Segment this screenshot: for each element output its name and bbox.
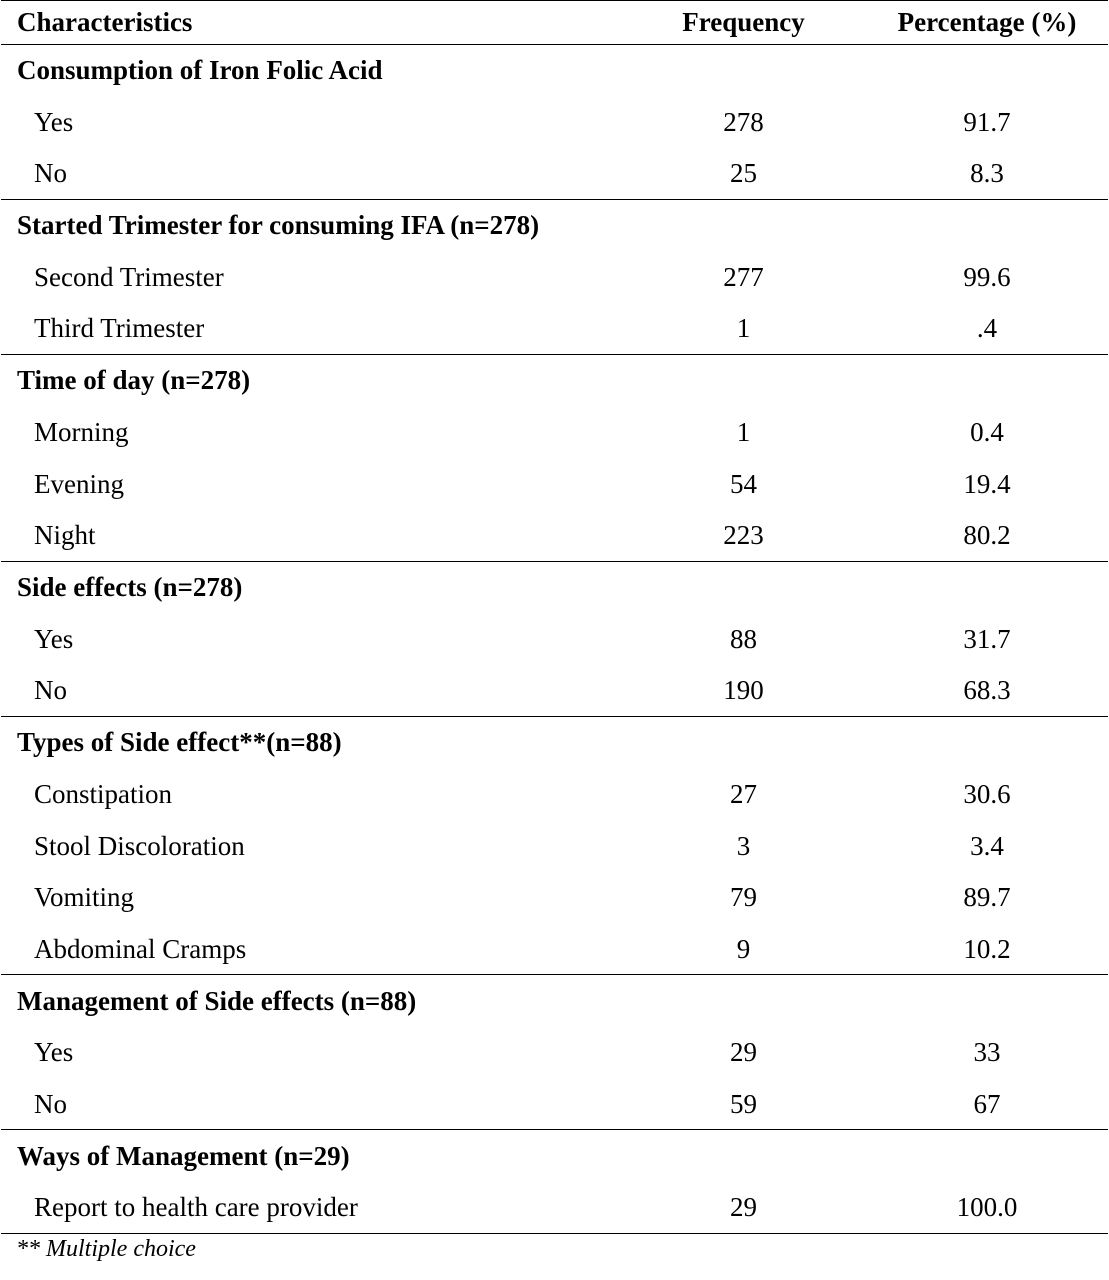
table-footnote: ** Multiple choice bbox=[16, 1235, 196, 1262]
header-frequency: Frequency bbox=[682, 7, 805, 37]
table-row: Night 223 80.2 bbox=[1, 510, 1108, 562]
row-label: Third Trimester bbox=[34, 313, 205, 344]
row-label: Morning bbox=[34, 417, 129, 448]
section-title-row: Consumption of Iron Folic Acid bbox=[1, 45, 1108, 97]
header-characteristics: Characteristics bbox=[17, 7, 193, 37]
row-percentage: 99.6 bbox=[963, 262, 1011, 293]
table-row: Yes 29 33 bbox=[1, 1027, 1108, 1079]
row-frequency: 29 bbox=[730, 1037, 757, 1068]
row-frequency: 278 bbox=[723, 107, 764, 138]
row-frequency: 1 bbox=[736, 313, 751, 344]
row-percentage: 89.7 bbox=[963, 882, 1011, 913]
table-row: No 190 68.3 bbox=[1, 665, 1108, 717]
row-frequency: 223 bbox=[723, 520, 764, 551]
row-frequency: 3 bbox=[736, 830, 751, 861]
row-label: Evening bbox=[34, 468, 124, 499]
section-title: Consumption of Iron Folic Acid bbox=[17, 55, 383, 86]
header-percentage: Percentage (%) bbox=[897, 7, 1077, 37]
section-title: Management of Side effects (n=88) bbox=[17, 985, 417, 1016]
section-title-row: Management of Side effects (n=88) bbox=[1, 975, 1108, 1027]
row-frequency: 190 bbox=[723, 675, 764, 706]
table-row: Yes 88 31.7 bbox=[1, 614, 1108, 666]
row-percentage: 80.2 bbox=[963, 520, 1011, 551]
section-title: Types of Side effect**(n=88) bbox=[17, 727, 342, 758]
table-row: Evening 54 19.4 bbox=[1, 459, 1108, 511]
row-percentage: 100.0 bbox=[956, 1191, 1018, 1222]
table-row: Constipation 27 30.6 bbox=[1, 769, 1108, 821]
section-title-row: Types of Side effect**(n=88) bbox=[1, 717, 1108, 769]
row-label: Yes bbox=[34, 623, 74, 654]
section-title-row: Time of day (n=278) bbox=[1, 355, 1108, 407]
row-label: Night bbox=[34, 520, 96, 551]
table-row: Third Trimester 1 .4 bbox=[1, 303, 1108, 356]
row-percentage: 8.3 bbox=[970, 158, 1004, 189]
row-percentage: 0.4 bbox=[970, 417, 1004, 448]
table-body: Consumption of Iron Folic Acid Yes 278 91.7… bbox=[1, 45, 1108, 1234]
row-label: Vomiting bbox=[34, 882, 135, 913]
row-frequency: 29 bbox=[730, 1191, 757, 1222]
row-label: Constipation bbox=[34, 778, 173, 809]
table-row: Morning 1 0.4 bbox=[1, 407, 1108, 459]
row-percentage: 10.2 bbox=[963, 933, 1011, 964]
row-percentage: 30.6 bbox=[963, 778, 1011, 809]
row-frequency: 27 bbox=[730, 778, 757, 809]
row-percentage: 31.7 bbox=[963, 623, 1011, 654]
table-row: Yes 278 91.7 bbox=[1, 97, 1108, 149]
table-row: Stool Discoloration 3 3.4 bbox=[1, 820, 1108, 872]
table-row: No 25 8.3 bbox=[1, 148, 1108, 201]
row-frequency: 9 bbox=[736, 933, 751, 964]
row-percentage: 68.3 bbox=[963, 675, 1011, 706]
row-label: Stool Discoloration bbox=[34, 830, 245, 861]
table-row: Vomiting 79 89.7 bbox=[1, 872, 1108, 924]
section-title: Ways of Management (n=29) bbox=[17, 1140, 350, 1171]
row-percentage: 3.4 bbox=[970, 830, 1004, 861]
row-label: Yes bbox=[34, 1037, 74, 1068]
row-frequency: 59 bbox=[730, 1088, 757, 1119]
table-row: Abdominal Cramps 9 10.2 bbox=[1, 924, 1108, 976]
row-label: No bbox=[34, 1088, 67, 1119]
table-row: Report to health care provider 29 100.0 bbox=[1, 1182, 1108, 1234]
row-percentage: 91.7 bbox=[963, 107, 1011, 138]
row-label: Abdominal Cramps bbox=[34, 933, 247, 964]
row-frequency: 88 bbox=[730, 623, 757, 654]
data-table: Characteristics Frequency Percentage (%)… bbox=[1, 0, 1108, 1234]
row-percentage: 33 bbox=[973, 1037, 1001, 1068]
row-label: No bbox=[34, 158, 67, 189]
row-frequency: 1 bbox=[736, 417, 751, 448]
row-label: Report to health care provider bbox=[34, 1191, 358, 1222]
section-title: Started Trimester for consuming IFA (n=2… bbox=[17, 210, 540, 241]
row-frequency: 79 bbox=[730, 882, 757, 913]
table-row: No 59 67 bbox=[1, 1079, 1108, 1131]
row-frequency: 25 bbox=[730, 158, 757, 189]
row-label: No bbox=[34, 675, 67, 706]
row-label: Yes bbox=[34, 107, 74, 138]
row-frequency: 54 bbox=[730, 468, 757, 499]
table-row: Second Trimester 277 99.6 bbox=[1, 252, 1108, 304]
section-title-row: Side effects (n=278) bbox=[1, 562, 1108, 614]
section-title-row: Started Trimester for consuming IFA (n=2… bbox=[1, 200, 1108, 252]
row-percentage: 67 bbox=[973, 1088, 1001, 1119]
table-header-row: Characteristics Frequency Percentage (%) bbox=[1, 1, 1108, 45]
section-title: Time of day (n=278) bbox=[17, 365, 251, 396]
row-percentage: 19.4 bbox=[963, 468, 1011, 499]
row-label: Second Trimester bbox=[34, 262, 224, 293]
row-frequency: 277 bbox=[723, 262, 764, 293]
section-title: Side effects (n=278) bbox=[17, 572, 243, 603]
section-title-row: Ways of Management (n=29) bbox=[1, 1130, 1108, 1182]
row-percentage: .4 bbox=[976, 313, 998, 344]
